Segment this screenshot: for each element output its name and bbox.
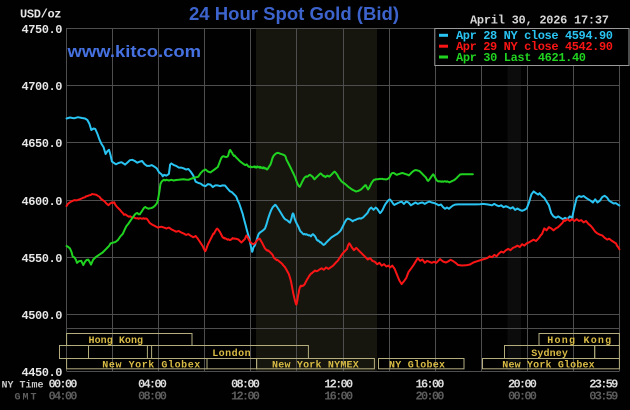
svg-text:New York Globex: New York Globex [502, 360, 594, 372]
svg-text:23:59: 23:59 [589, 377, 618, 391]
svg-text:16:00: 16:00 [416, 377, 445, 391]
svg-text:08:00: 08:00 [231, 377, 260, 391]
svg-text:4650.0: 4650.0 [22, 137, 63, 151]
svg-text:USD/oz: USD/oz [20, 8, 62, 22]
svg-text:Hong Kong: Hong Kong [547, 336, 611, 347]
svg-text:4550.0: 4550.0 [22, 252, 63, 266]
svg-text:Apr 30 Last 4621.40: Apr 30 Last 4621.40 [456, 51, 586, 65]
svg-text:4750.0: 4750.0 [22, 23, 63, 37]
svg-text:03:59: 03:59 [589, 389, 618, 403]
svg-text:04:00: 04:00 [49, 389, 78, 403]
svg-text:20:00: 20:00 [508, 377, 537, 391]
svg-text:NY Time: NY Time [2, 379, 44, 391]
svg-text:Hong Kong: Hong Kong [89, 336, 144, 347]
svg-text:24 Hour Spot Gold (Bid): 24 Hour Spot Gold (Bid) [189, 4, 399, 24]
svg-text:04:00: 04:00 [138, 377, 167, 391]
svg-text:4600.0: 4600.0 [22, 195, 63, 209]
svg-text:New York Globex: New York Globex [102, 360, 200, 372]
svg-text:16:00: 16:00 [324, 389, 353, 403]
svg-text:12:00: 12:00 [324, 377, 353, 391]
svg-text:12:00: 12:00 [231, 389, 260, 403]
svg-text:GMT: GMT [15, 392, 37, 403]
svg-text:New York NYMEX: New York NYMEX [272, 360, 359, 372]
svg-text:00:00: 00:00 [508, 389, 537, 403]
svg-text:08:00: 08:00 [138, 389, 167, 403]
svg-text:April 30, 2026 17:37: April 30, 2026 17:37 [470, 13, 609, 27]
svg-text:Apr 28 NY close 4594.90: Apr 28 NY close 4594.90 [456, 29, 613, 43]
svg-text:www.kitco.com: www.kitco.com [66, 42, 201, 61]
svg-text:4700.0: 4700.0 [22, 80, 63, 94]
svg-text:20:00: 20:00 [416, 389, 445, 403]
svg-text:00:00: 00:00 [49, 377, 78, 391]
svg-text:London: London [212, 348, 250, 360]
svg-text:Sydney: Sydney [531, 348, 568, 360]
svg-text:Apr 29 NY close 4542.90: Apr 29 NY close 4542.90 [456, 40, 613, 54]
svg-text:NY Globex: NY Globex [389, 360, 445, 372]
svg-text:4450.0: 4450.0 [22, 366, 63, 380]
svg-text:4500.0: 4500.0 [22, 309, 63, 323]
